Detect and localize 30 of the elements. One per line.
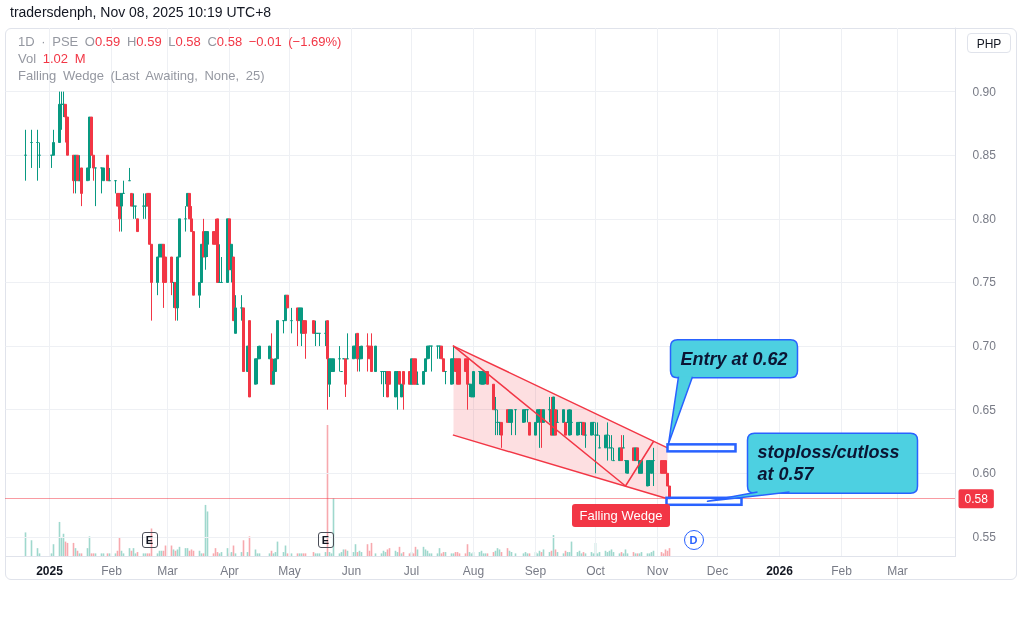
x-tick-label: Jul bbox=[403, 564, 420, 578]
x-tick-label: Jun bbox=[341, 564, 362, 578]
text: Falling Wedge bbox=[571, 503, 671, 527]
x-tick-label: May bbox=[278, 564, 301, 578]
y-tick-label: 0.55 bbox=[972, 529, 997, 544]
y-tick-label: 0.90 bbox=[972, 84, 997, 99]
x-tick-label: 2025 bbox=[36, 564, 64, 578]
y-tick-label: 0.70 bbox=[972, 339, 997, 354]
x-tick-label: Mar bbox=[887, 564, 908, 578]
y-tick-label: 0.75 bbox=[972, 275, 997, 290]
x-tick-label: Aug bbox=[462, 564, 485, 578]
x-tick-label: Feb bbox=[831, 564, 853, 578]
y-tick-label: 0.80 bbox=[972, 211, 997, 226]
x-tick-label: Oct bbox=[586, 564, 606, 578]
x-tick-label: 2026 bbox=[766, 564, 794, 578]
y-tick-label: 0.85 bbox=[972, 148, 997, 163]
x-tick-label: Nov bbox=[646, 564, 669, 578]
y-axis-title: PHP bbox=[967, 33, 1011, 53]
x-tick-label: Feb bbox=[101, 564, 123, 578]
x-tick-label: Sep bbox=[524, 564, 547, 578]
x-tick-label: Mar bbox=[157, 564, 178, 578]
x-tick-label: Apr bbox=[220, 564, 239, 578]
text: 1D · PSE O0.59 H0.59 L0.58 C0.58 −0.01 (−1.69%) bbox=[18, 34, 342, 49]
y-tick-label: 0.65 bbox=[972, 402, 997, 417]
ref-line-label: 0.58 bbox=[964, 491, 989, 506]
x-tick-label: Dec bbox=[706, 564, 729, 578]
annotation: Falling Wedge (Last Awaiting, None, 25) bbox=[18, 68, 265, 83]
annotation: Vol 1.02 M bbox=[18, 51, 86, 66]
chart-title: tradersdenph, Nov 08, 2025 10:19 UTC+8 bbox=[10, 4, 272, 20]
y-tick-label: 0.60 bbox=[972, 466, 997, 481]
